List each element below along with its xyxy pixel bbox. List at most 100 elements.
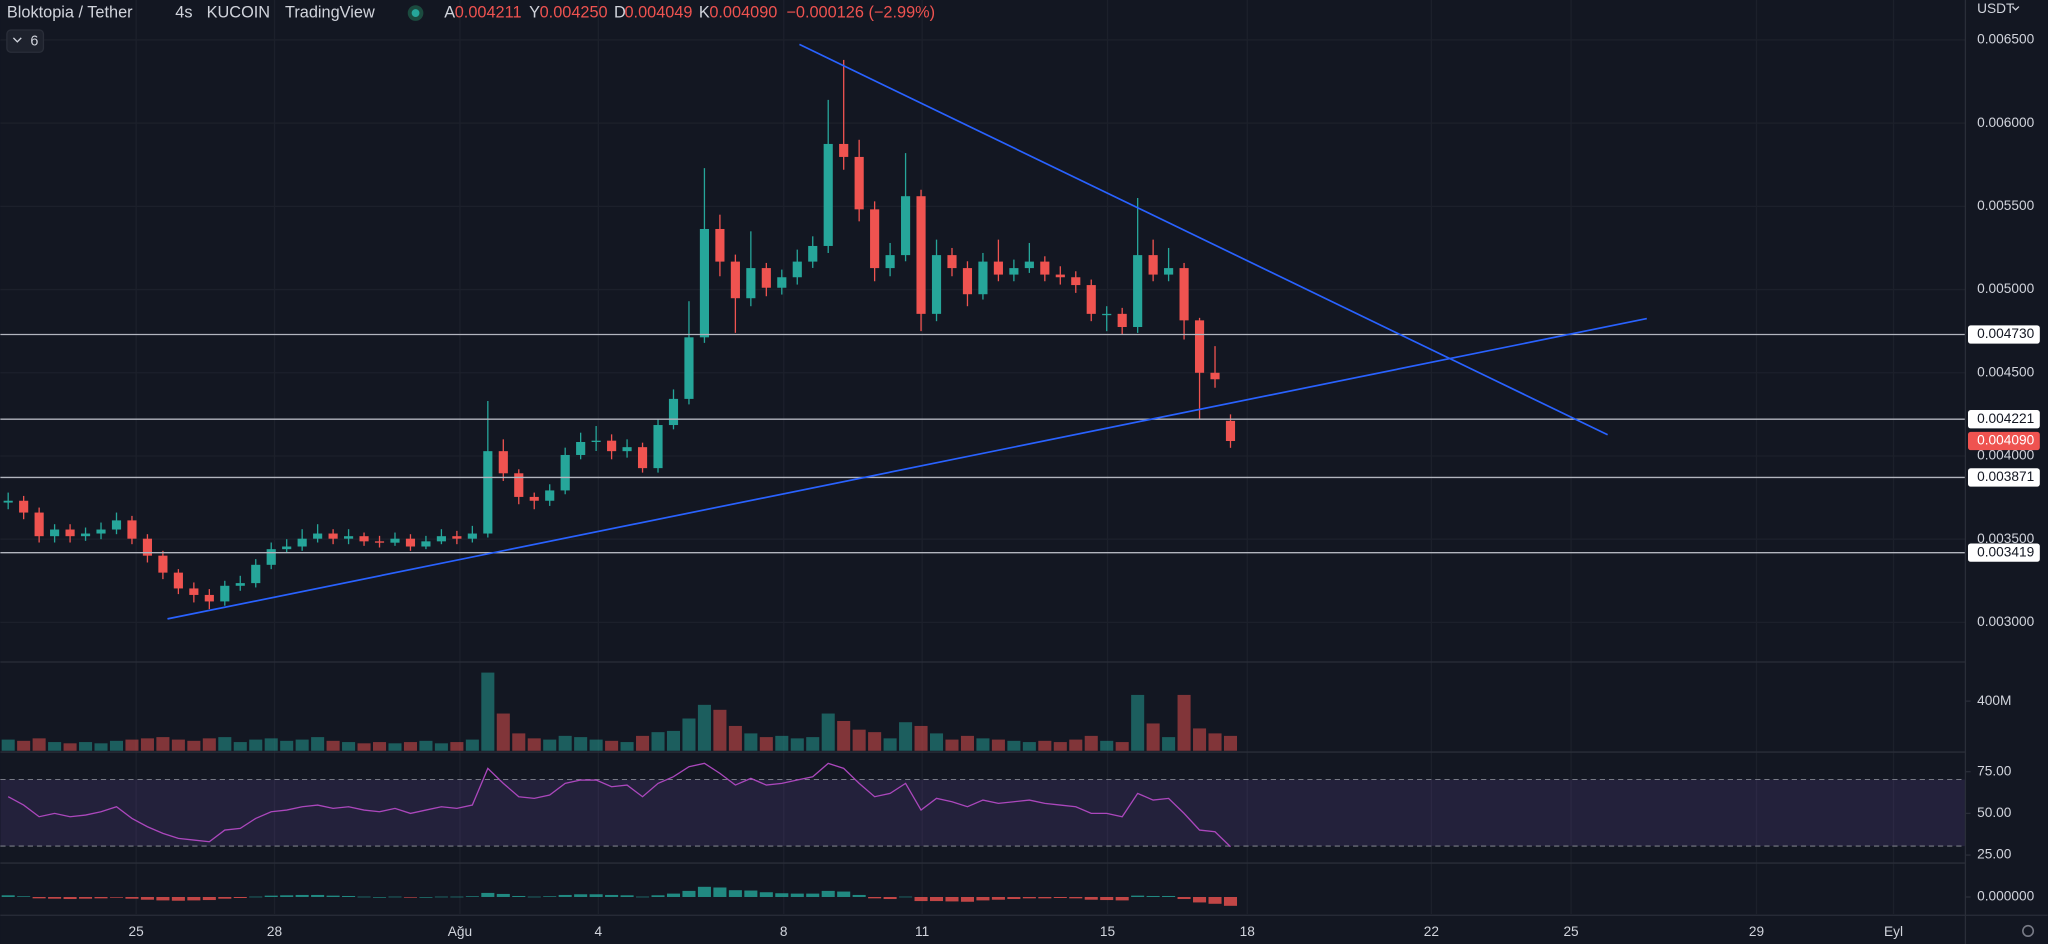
date-label: 29 [1749, 924, 1764, 939]
volume-bar [697, 704, 711, 751]
macd-bar [991, 896, 1005, 900]
header: Bloktopia / Tether 4s KUCOIN TradingView… [7, 3, 935, 21]
level-label: 0.004730 [1977, 326, 2034, 341]
y-tick-label: 0.003000 [1977, 614, 2034, 629]
volume-bar [465, 739, 479, 751]
candle-body [622, 447, 632, 452]
candle-body [1210, 372, 1220, 380]
ohlc-key: D [614, 3, 626, 21]
macd-bar [94, 896, 108, 899]
macd-bar [388, 896, 402, 898]
last-price-label: 0.004090 [1977, 433, 2034, 448]
last-price-tag [1968, 431, 2040, 451]
volume-bar [636, 735, 650, 751]
marks [0, 59, 1966, 906]
candle-body [1179, 268, 1189, 321]
volume-bar [357, 743, 371, 751]
macd-bar [1084, 896, 1098, 900]
candle-body [637, 447, 648, 469]
candle-body [297, 538, 307, 547]
ohlc-value: 0.004211 [455, 3, 522, 21]
ohlc-key: K [699, 3, 710, 21]
candle-body [792, 261, 802, 278]
macd-bar [636, 896, 650, 898]
y-tick-label: 0.006500 [1977, 32, 2034, 47]
candle-body [142, 538, 153, 556]
candle-body [916, 196, 926, 314]
volume-bar [403, 742, 417, 751]
macd-bar [140, 896, 154, 900]
volume-bar [960, 735, 974, 751]
y-tick-label: 0.000000 [1977, 889, 2034, 904]
candle-body [3, 500, 13, 503]
candle-body [189, 588, 199, 595]
macd-bar [32, 896, 46, 899]
candle-body [668, 398, 679, 426]
volume-bar [1208, 733, 1222, 751]
y-tick-label: 0.005500 [1977, 198, 2034, 213]
volume-bar [605, 740, 619, 751]
macd-bar [125, 896, 139, 899]
volume-bar [1177, 694, 1191, 751]
volume-bar [372, 742, 387, 751]
macd-bar [434, 896, 448, 898]
volume-bar [759, 737, 773, 751]
candle-body [235, 583, 245, 586]
macd-bar [1053, 896, 1067, 899]
y-tick-label: 0.004500 [1977, 364, 2034, 379]
candle-body [1071, 277, 1081, 286]
candle-body [452, 536, 462, 539]
candle-body [359, 536, 369, 542]
candle-body [50, 529, 60, 537]
macd-bar [899, 896, 913, 898]
volume-bar [744, 733, 758, 751]
volume-bar [837, 720, 851, 751]
trend-line-down [799, 43, 1609, 436]
volume-bar [1162, 737, 1176, 751]
macd-bar [357, 896, 371, 898]
level-label: 0.003871 [1977, 469, 2034, 484]
y-tick-label: 75.00 [1977, 763, 2012, 778]
macd-bar [852, 894, 866, 897]
date-label: Eyl [1884, 924, 1903, 939]
date-label: 25 [129, 924, 145, 939]
candle-body [560, 454, 570, 491]
macd-bar [806, 893, 820, 897]
candle-body [1024, 261, 1034, 269]
macd-bar [249, 896, 263, 898]
date-label: 15 [1100, 924, 1116, 939]
currency[interactable]: USDT [1977, 1, 2015, 16]
volume-bar [1115, 742, 1129, 751]
volume-bar [280, 740, 294, 751]
candle-body [80, 533, 91, 537]
candle-body [746, 268, 756, 299]
candle-body [1117, 313, 1127, 328]
macd-bar [929, 896, 944, 902]
volume-bar [1131, 694, 1145, 751]
macd-bar [465, 896, 479, 897]
macd-bar [713, 887, 727, 897]
candle-body [993, 261, 1003, 275]
candle-body [19, 500, 29, 513]
candle-body [1225, 420, 1236, 442]
change: −0.000126 (−2.99%) [786, 3, 935, 21]
y-tick-label: 0.004000 [1977, 448, 2034, 463]
macd-bar [1146, 895, 1160, 897]
volume-bar [728, 725, 742, 751]
candle-body [266, 549, 276, 565]
volume-bar [806, 737, 820, 751]
indicator-toggle[interactable] [6, 29, 45, 53]
candle-body [1009, 268, 1019, 275]
macd-bar [697, 886, 711, 897]
volume-bar [1007, 740, 1021, 751]
settings-icon[interactable] [2022, 924, 2035, 937]
volume-bar [218, 737, 232, 751]
candle-body [328, 533, 338, 539]
date-label: 18 [1240, 924, 1256, 939]
date-label: 4 [595, 924, 603, 939]
volume-bar [558, 735, 572, 751]
candle-body [931, 255, 942, 314]
volume-bar [48, 742, 62, 751]
volume-bar [1193, 728, 1207, 751]
